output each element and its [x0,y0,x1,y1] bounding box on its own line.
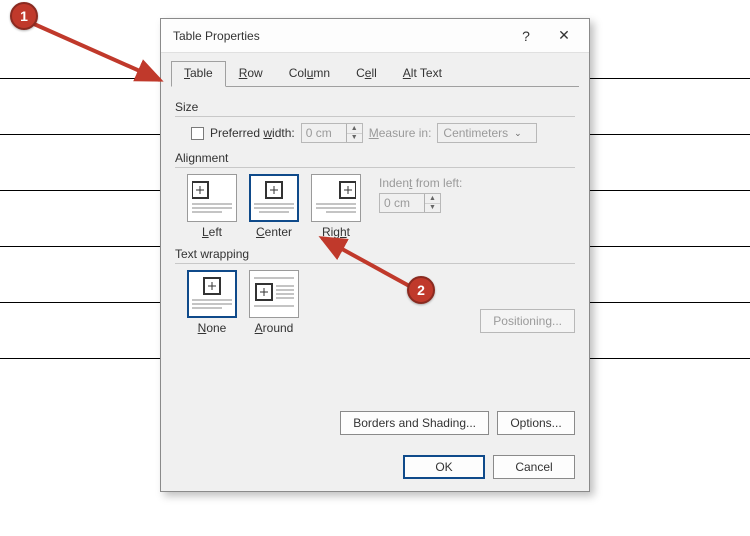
indent-spinner[interactable]: ▲▼ [379,193,441,213]
alignment-right[interactable]: Right [311,174,361,239]
preferred-width-value [302,124,346,142]
dialog-footer: OK Cancel [161,445,589,491]
group-size-rule [175,116,575,117]
alignment-left-label: Left [202,225,222,239]
alignment-center-tile [249,174,299,222]
group-alignment-rule [175,167,575,168]
size-row: Preferred width: ▲▼ Measure in: Centimet… [175,123,575,143]
indent-value [380,194,424,212]
tab-cell[interactable]: Cell [343,61,390,87]
arrow-up-icon[interactable]: ▲ [425,194,440,204]
wrap-none-label: None [198,321,227,335]
annotation-badge-1: 1 [10,2,38,30]
borders-shading-button[interactable]: Borders and Shading... [340,411,489,435]
table-properties-dialog: Table Properties ? ✕ Table Row Column Ce… [160,18,590,492]
group-size-label: Size [175,100,575,114]
tab-alt-text[interactable]: Alt Text [390,61,455,87]
tab-table-rest: able [190,66,213,80]
measure-in-select[interactable]: Centimeters ⌄ [437,123,537,143]
tab-table[interactable]: Table [171,61,226,87]
cancel-button[interactable]: Cancel [493,455,575,479]
alignment-left[interactable]: Left [187,174,237,239]
wrap-none[interactable]: None [187,270,237,335]
spinner-arrows[interactable]: ▲▼ [346,124,362,142]
alignment-left-tile [187,174,237,222]
wrap-around-label: Around [255,321,294,335]
positioning-button[interactable]: Positioning... [480,309,575,333]
preferred-width-label: Preferred width: [210,126,295,140]
secondary-buttons: Borders and Shading... Options... [161,411,589,445]
alignment-right-tile [311,174,361,222]
annotation-badge-2: 2 [407,276,435,304]
wrap-around-tile [249,270,299,318]
wrap-none-icon [192,276,232,312]
wrap-around-icon [254,276,294,312]
wrap-around[interactable]: Around [249,270,299,335]
dialog-title: Table Properties [173,29,507,43]
arrow-up-icon[interactable]: ▲ [347,124,362,134]
close-button[interactable]: ✕ [545,22,583,50]
ok-button[interactable]: OK [403,455,485,479]
measure-in-label: Measure in: [369,126,432,140]
align-right-icon [316,180,356,216]
chevron-down-icon: ⌄ [512,128,524,139]
tab-column[interactable]: Column [276,61,343,87]
wrapping-options: None Around Positioning... [175,270,575,335]
group-alignment-label: Alignment [175,151,575,165]
titlebar: Table Properties ? ✕ [161,19,589,53]
indent-from-left-label: Indent from left: [373,176,462,190]
arrow-down-icon[interactable]: ▼ [425,204,440,213]
preferred-width-checkbox[interactable] [191,127,204,140]
alignment-center[interactable]: Center [249,174,299,239]
wrap-none-tile [187,270,237,318]
alignment-center-label: Center [256,225,292,239]
options-button[interactable]: Options... [497,411,575,435]
spinner-arrows[interactable]: ▲▼ [424,194,440,212]
group-wrapping-rule [175,263,575,264]
tab-pane: Size Preferred width: ▲▼ Measure in: Cen… [161,88,589,411]
measure-in-value: Centimeters [443,126,508,140]
help-button[interactable]: ? [507,22,545,50]
tab-strip: Table Row Column Cell Alt Text [161,53,589,87]
tab-underline [171,86,579,87]
align-left-icon [192,180,232,216]
preferred-width-spinner[interactable]: ▲▼ [301,123,363,143]
align-center-icon [254,180,294,216]
indent-from-left-group: Indent from left: ▲▼ [373,174,462,213]
alignment-options: Left Center [175,174,575,239]
group-wrapping-label: Text wrapping [175,247,575,261]
alignment-right-label: Right [322,225,350,239]
arrow-down-icon[interactable]: ▼ [347,134,362,143]
tab-row[interactable]: Row [226,61,276,87]
